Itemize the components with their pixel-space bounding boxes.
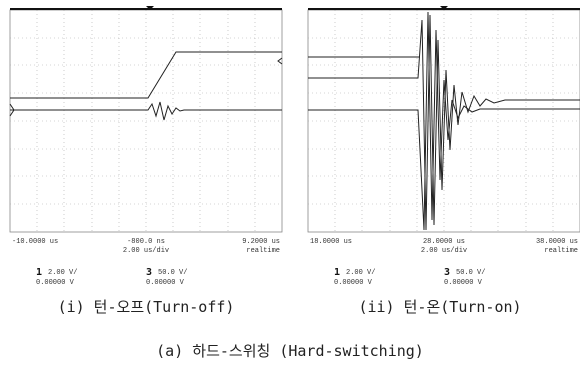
figure: -10.0000 us -800.0 ns 9.2000 us 2.00 us/… [0, 0, 580, 371]
time-label: -800.0 ns [127, 238, 165, 246]
channel-scale: 2.00 V/ [48, 269, 77, 277]
panel-caption: (i) 턴-오프(Turn-off) [58, 298, 235, 316]
channel-scale: 50.0 V/ [158, 269, 187, 277]
channel-offset: 0.00000 V [334, 279, 373, 287]
time-label: 18.0000 us [310, 238, 352, 246]
timebase: 2.00 us/div [123, 247, 169, 255]
scope-right [308, 6, 580, 232]
figure-caption: (a) 하드-스위칭 (Hard-switching) [156, 342, 424, 360]
mode: realtime [544, 247, 578, 255]
time-label: 9.2000 us [242, 238, 280, 246]
time-label: 28.0000 us [423, 238, 465, 246]
time-label: -10.0000 us [12, 238, 58, 246]
channel-scale: 2.00 V/ [346, 269, 375, 277]
time-label: 38.0000 us [536, 238, 578, 246]
page: -10.0000 us -800.0 ns 9.2000 us 2.00 us/… [0, 0, 580, 371]
channel-number: 3 [146, 267, 152, 278]
channel-offset: 0.00000 V [36, 279, 75, 287]
channel-number: 3 [444, 267, 450, 278]
mode: realtime [246, 247, 280, 255]
channel-number: 1 [36, 267, 42, 278]
channel-scale: 50.0 V/ [456, 269, 485, 277]
timebase: 2.00 us/div [421, 247, 467, 255]
channel-offset: 0.00000 V [146, 279, 185, 287]
channel-number: 1 [334, 267, 340, 278]
channel-offset: 0.00000 V [444, 279, 483, 287]
scope-left [10, 6, 282, 232]
panel-caption: (ii) 턴-온(Turn-on) [358, 298, 521, 316]
